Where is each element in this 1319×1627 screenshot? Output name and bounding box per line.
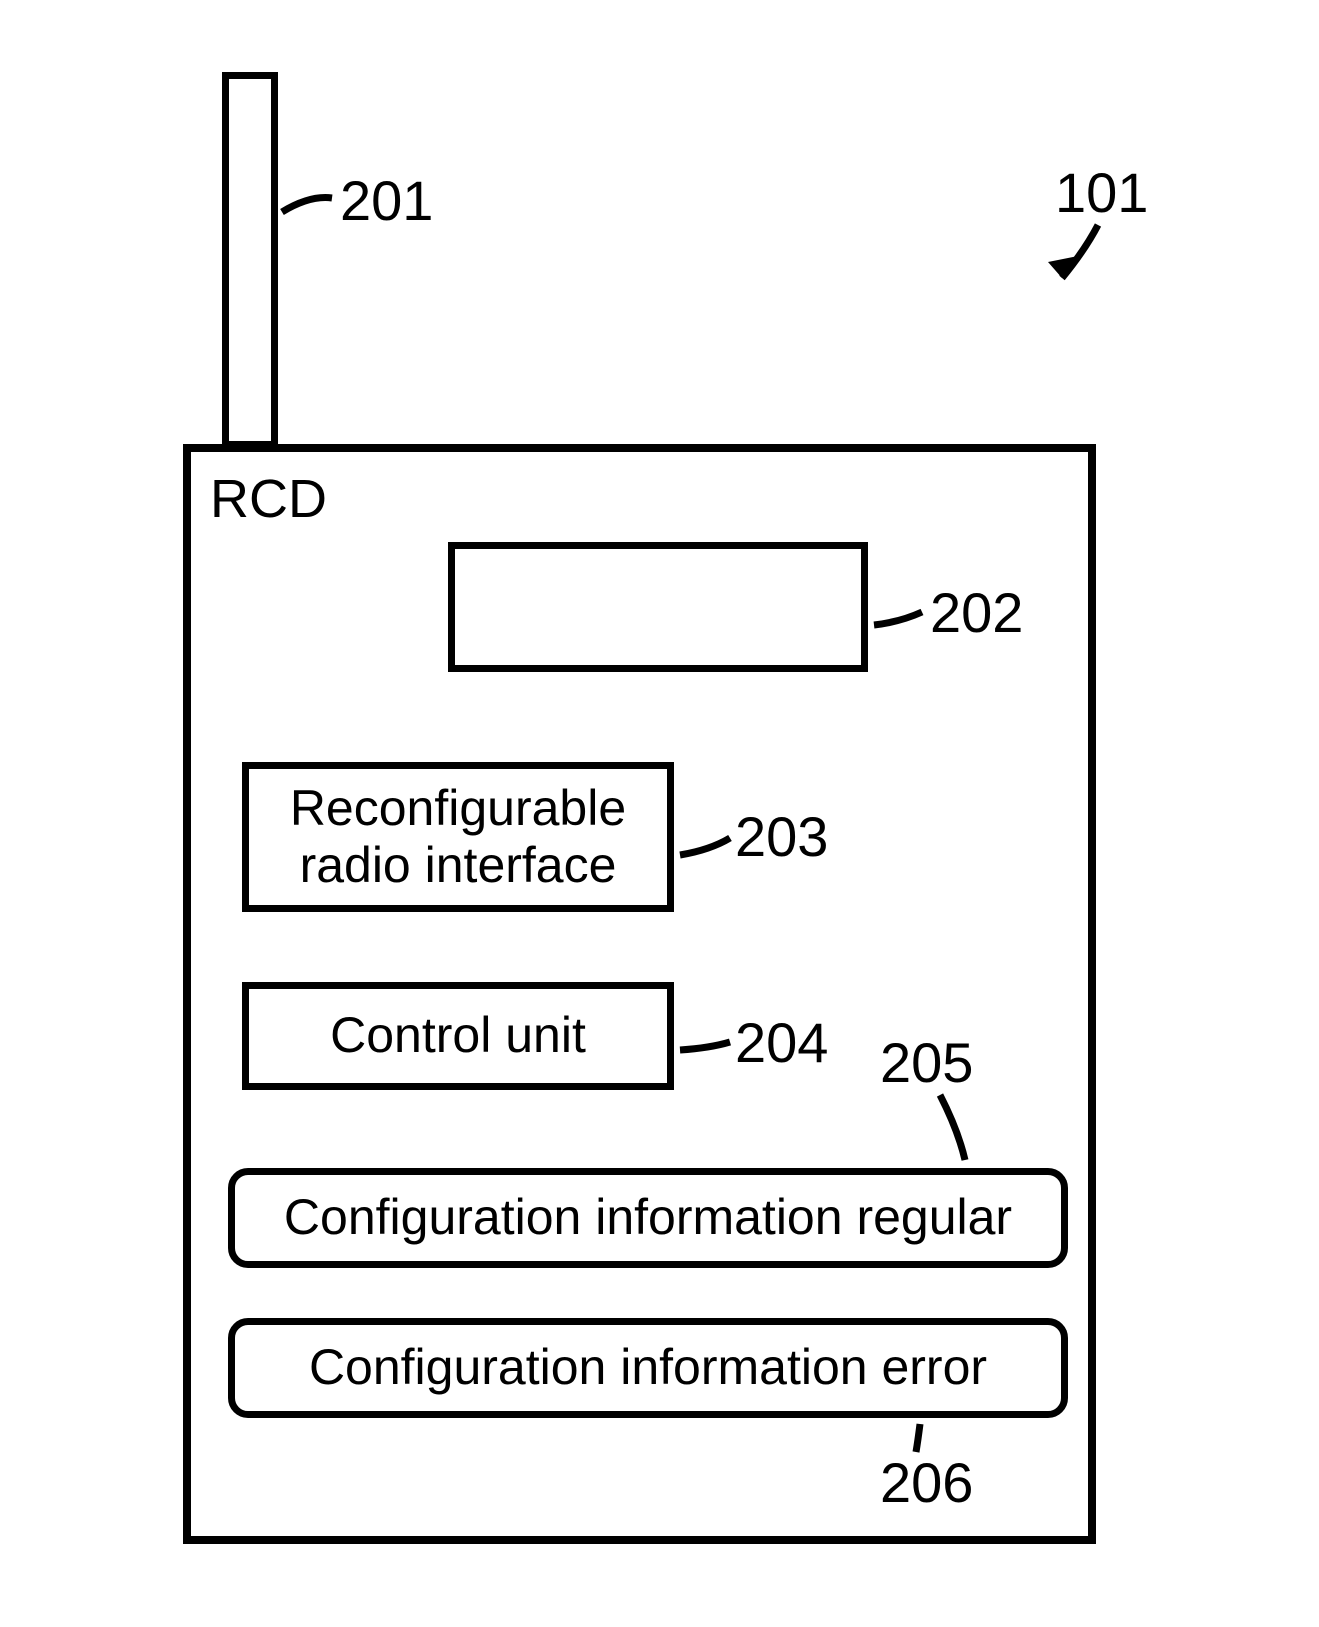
callout-lines bbox=[0, 0, 1319, 1627]
diagram-root: RCD Reconfigurable radio interface Contr… bbox=[0, 0, 1319, 1627]
